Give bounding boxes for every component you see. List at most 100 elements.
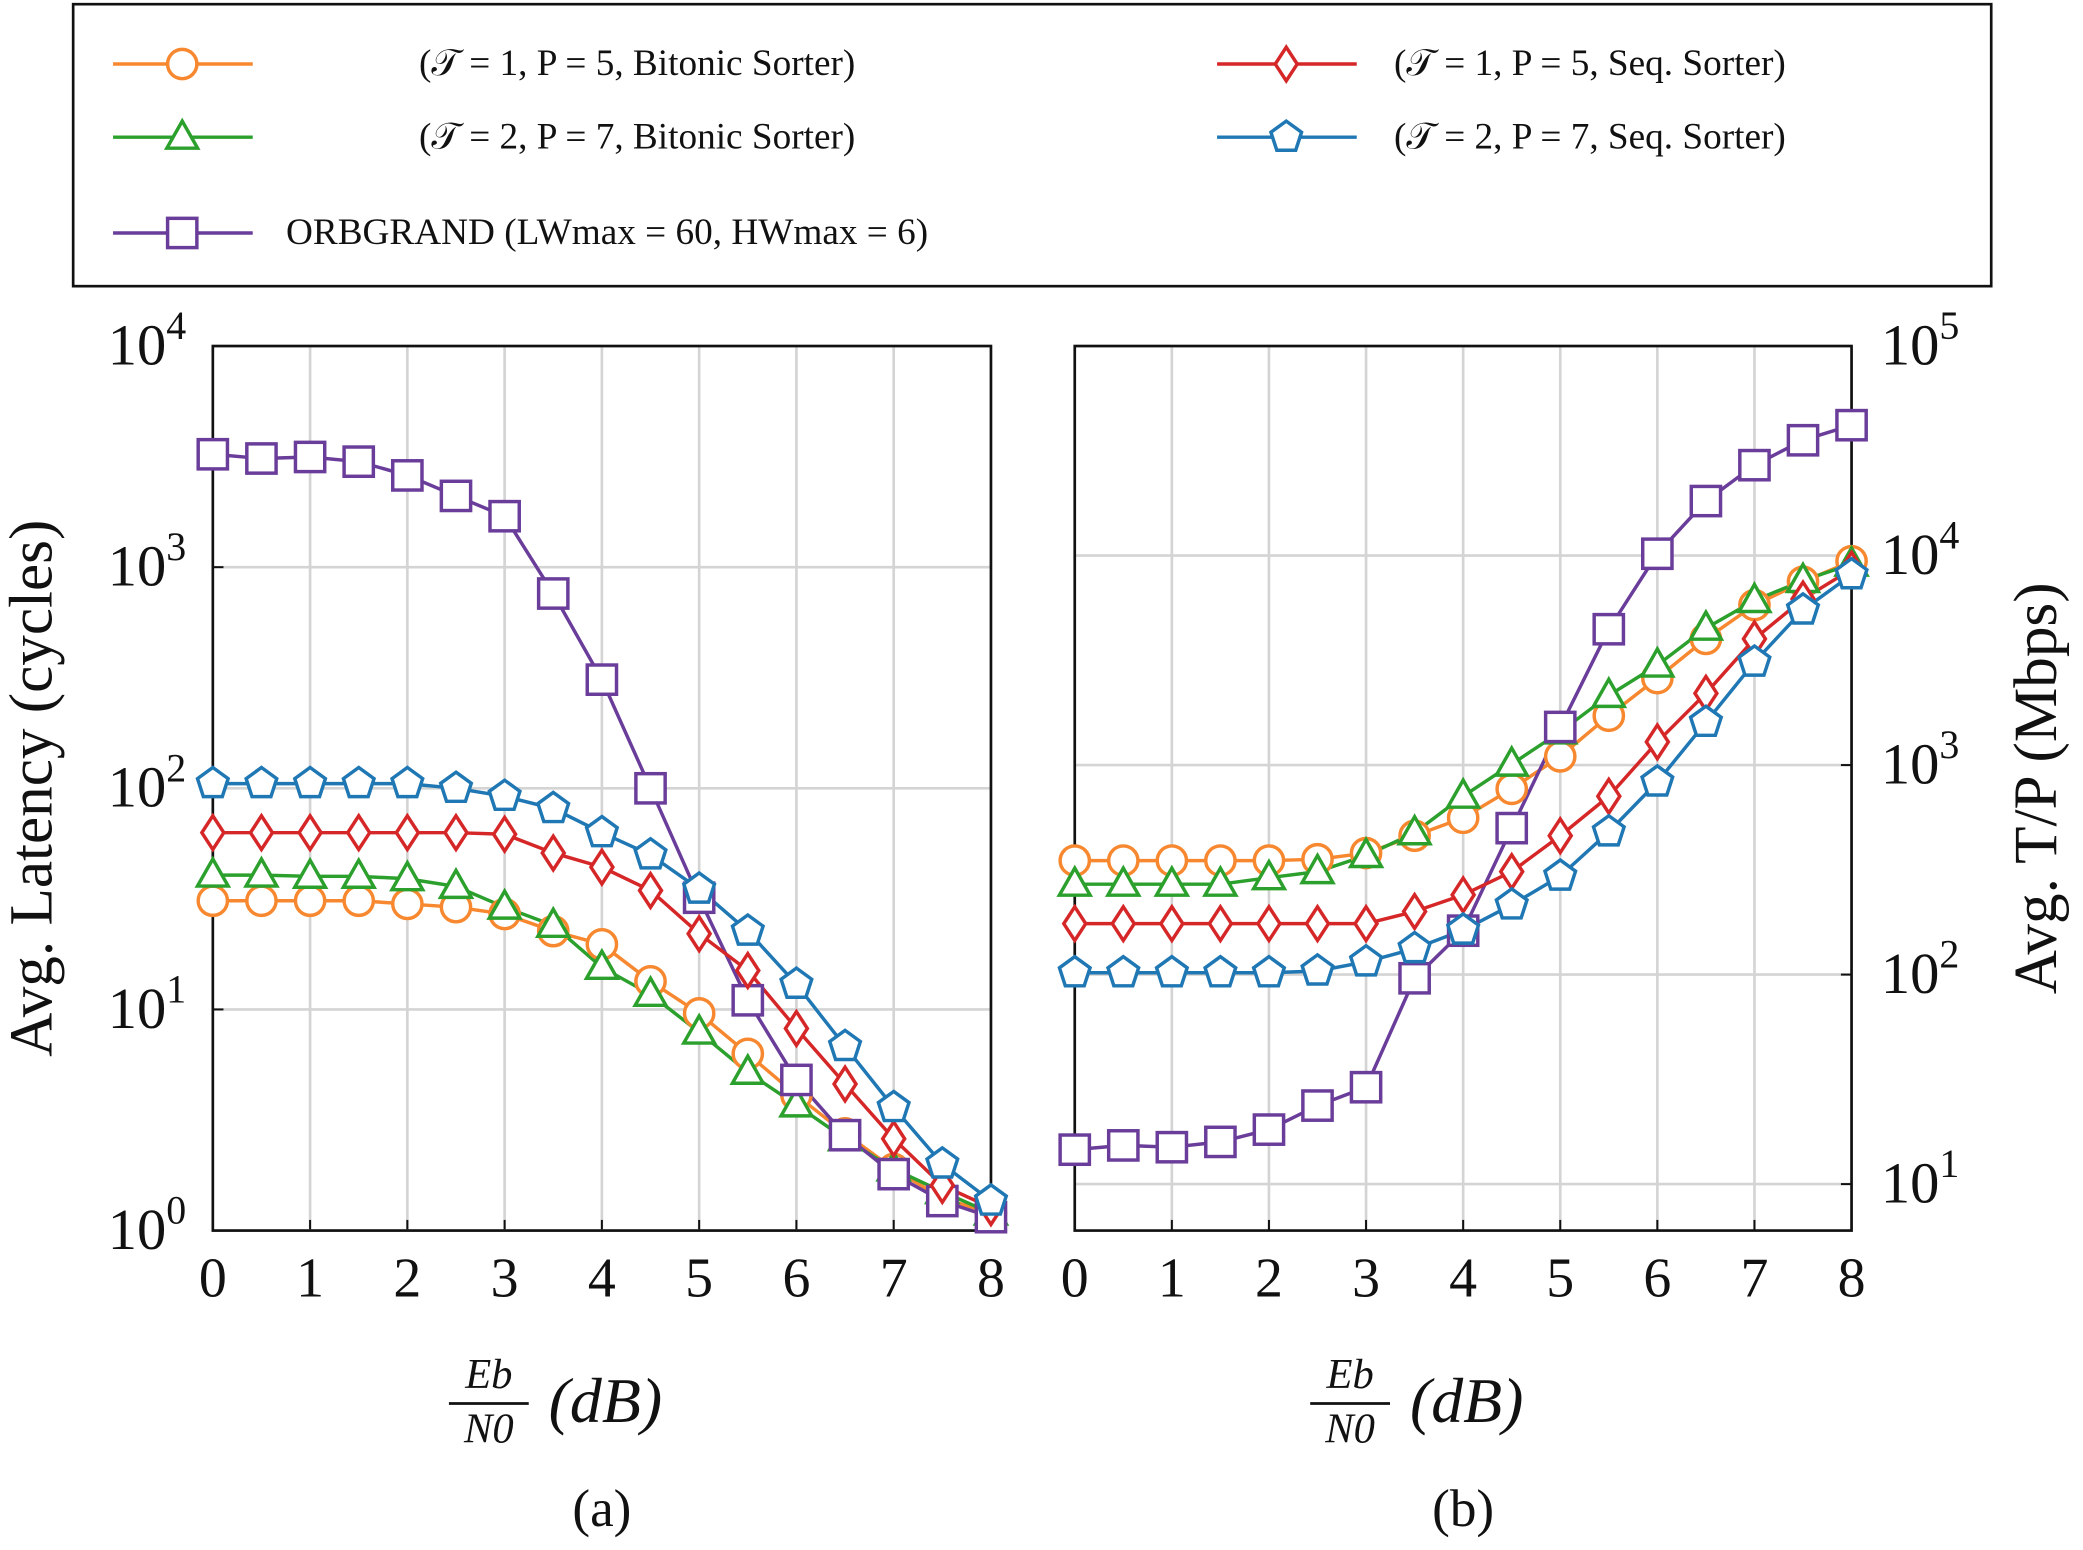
marker [1640, 763, 1675, 797]
x-tick-label: 7 [880, 1248, 908, 1310]
marker [165, 216, 199, 250]
marker [390, 887, 424, 921]
x-tick-label: 3 [491, 1248, 519, 1310]
marker [1268, 118, 1304, 152]
marker [540, 832, 567, 873]
x-tick-label: 4 [1449, 1248, 1477, 1310]
legend-label: (𝒯 = 1, P = 5, Bitonic Sorter) [419, 43, 855, 84]
marker [1203, 954, 1238, 988]
marker [1592, 612, 1626, 646]
marker [1273, 44, 1300, 85]
marker [1493, 744, 1531, 777]
marker [1640, 537, 1674, 571]
legend-label: (𝒯 = 1, P = 5, Seq. Sorter) [1394, 43, 1786, 84]
x-tick-label: 1 [1158, 1248, 1186, 1310]
marker [1835, 408, 1868, 442]
y-tick-label: 104 [1881, 513, 1960, 588]
marker [199, 812, 226, 853]
panel-label: (b) [1432, 1479, 1494, 1538]
marker [245, 884, 278, 918]
marker [1304, 903, 1331, 944]
marker [632, 974, 669, 1008]
marker [1154, 954, 1190, 988]
marker [1542, 857, 1578, 891]
marker [634, 771, 667, 805]
marker [536, 577, 570, 610]
marker [637, 870, 664, 911]
marker [291, 856, 329, 890]
panel-label: (a) [572, 1479, 631, 1538]
marker [832, 1064, 859, 1105]
x-tick-label: 0 [199, 1248, 227, 1310]
marker [297, 812, 324, 853]
y-tick-label: 105 [1881, 303, 1959, 378]
marker [1348, 943, 1384, 977]
x-tick-label: 2 [393, 1248, 421, 1310]
marker [1644, 721, 1671, 762]
x-label-numerator: Eb [464, 1351, 512, 1398]
marker [1252, 1113, 1286, 1146]
marker [1495, 811, 1529, 845]
marker [1590, 675, 1628, 709]
marker [1158, 903, 1185, 944]
marker [584, 814, 620, 848]
marker [1056, 864, 1094, 897]
marker [245, 442, 278, 475]
x-tick-label: 2 [1255, 1248, 1283, 1310]
y-tick-label: 100 [108, 1188, 186, 1263]
marker [1785, 591, 1821, 625]
marker [196, 437, 230, 471]
marker [1110, 903, 1137, 944]
marker [1299, 852, 1336, 885]
x-label-numerator: Eb [1325, 1351, 1373, 1398]
marker [734, 950, 761, 991]
y-axis-label: Avg. T/P (Mbps) [2002, 582, 2070, 994]
marker [394, 812, 421, 853]
marker [535, 790, 571, 824]
marker [389, 859, 426, 892]
marker [244, 765, 279, 799]
marker [1543, 710, 1577, 744]
legend-label: ORBGRAND (LWmax = 60, HWmax = 6) [286, 212, 928, 253]
x-tick-label: 4 [588, 1248, 616, 1310]
marker [342, 884, 376, 918]
marker [729, 1052, 767, 1085]
marker [1106, 1129, 1140, 1162]
marker [880, 1118, 907, 1159]
marker [243, 855, 280, 888]
marker [442, 812, 470, 853]
marker [491, 814, 518, 855]
marker [1547, 815, 1574, 856]
legend-label: (𝒯 = 2, P = 7, Bitonic Sorter) [419, 116, 855, 157]
marker [340, 856, 378, 890]
y-tick-label: 102 [108, 745, 186, 820]
y-tick-label: 103 [108, 524, 186, 599]
marker [1057, 954, 1093, 988]
marker [1401, 891, 1428, 932]
marker [1450, 874, 1477, 915]
marker [1687, 608, 1725, 641]
x-label-denominator: N0 [463, 1406, 514, 1453]
marker [1353, 903, 1380, 944]
marker [1786, 423, 1820, 457]
marker [165, 47, 199, 81]
marker [390, 459, 424, 492]
marker [1736, 580, 1773, 614]
marker [1251, 954, 1287, 988]
marker [1349, 1070, 1383, 1104]
marker [486, 887, 523, 920]
marker [292, 765, 328, 799]
x-tick-label: 8 [977, 1248, 1005, 1310]
marker [438, 770, 474, 804]
marker [1494, 886, 1530, 920]
marker [248, 812, 275, 853]
marker [488, 499, 521, 533]
x-tick-label: 1 [296, 1248, 324, 1310]
y-tick-label: 101 [1881, 1141, 1959, 1216]
marker [1204, 1125, 1237, 1159]
marker [195, 765, 231, 799]
marker [779, 966, 814, 999]
x-tick-label: 6 [1643, 1248, 1671, 1310]
marker [778, 1085, 815, 1118]
plot-frame [1073, 344, 1853, 1232]
